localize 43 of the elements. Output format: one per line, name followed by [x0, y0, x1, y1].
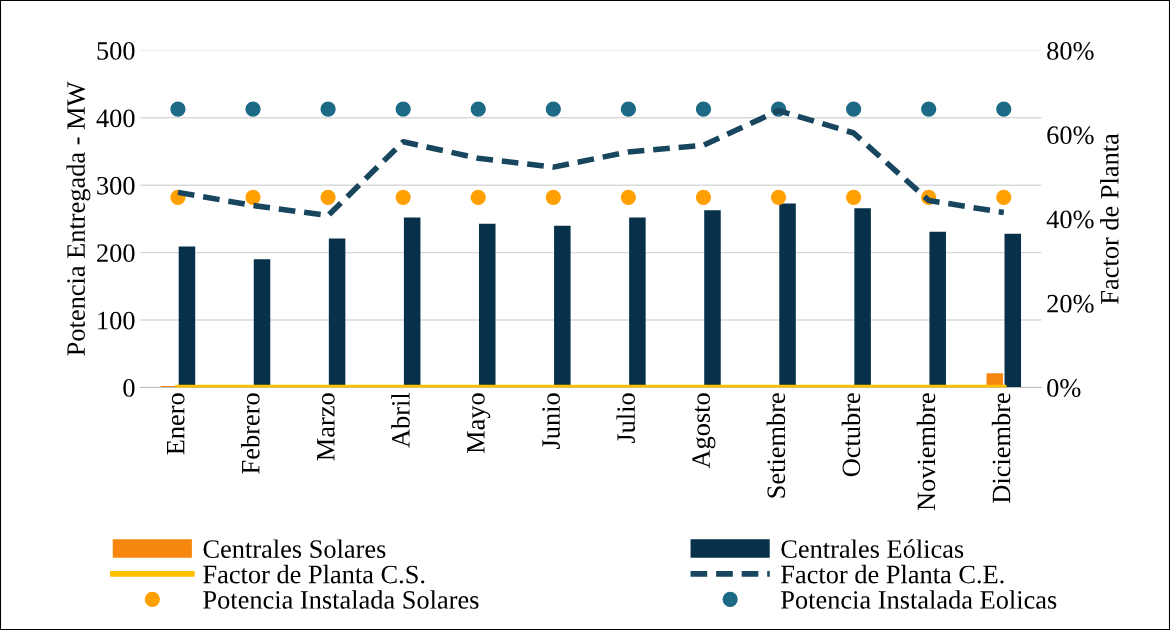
x-tick-label: Enero: [167, 393, 185, 455]
y2-axis-title: Factor de Planta: [1100, 133, 1119, 304]
x-tick-label: Abril: [391, 392, 410, 448]
legend-label: Potencia Instalada Solares: [203, 590, 479, 609]
y-tick-label: 500: [97, 42, 135, 60]
x-tick-label: Junio: [542, 393, 560, 449]
bar: [929, 231, 946, 388]
y-axis-title: Potencia Entregada - MW: [66, 81, 91, 356]
y2-tick-label: 40%: [1046, 210, 1094, 229]
legend-label: Factor de Planta C.S.: [203, 564, 425, 584]
x-tick-label: Setiembre: [766, 393, 786, 498]
bar: [178, 246, 196, 388]
y-tick-label: 100: [98, 311, 135, 330]
bar: [554, 225, 571, 388]
bar: [478, 223, 496, 388]
x-tick-label: Febrero: [241, 393, 260, 474]
bar: [704, 210, 721, 388]
y2-tick-label: 60%: [1047, 126, 1094, 145]
bar: [1004, 233, 1022, 388]
x-tick-label: Diciembre: [991, 393, 1011, 503]
y-tick-label: 0: [123, 379, 135, 397]
y-tick-label: 200: [97, 244, 135, 263]
x-tick-label: Mayo: [467, 393, 491, 454]
y-tick-label: 300: [97, 176, 135, 195]
legend-label: Centrales Solares: [203, 539, 386, 558]
bar: [328, 238, 346, 388]
x-tick-label: Octubre: [841, 393, 861, 477]
legend-label: Centrales Eólicas: [781, 539, 964, 558]
y2-tick-label: 0%: [1047, 379, 1081, 397]
y2-tick-label: 80%: [1047, 42, 1094, 60]
legend-label: Potencia Instalada Eolicas: [781, 590, 1057, 609]
x-tick-label: Marzo: [317, 393, 335, 461]
bar: [403, 217, 421, 388]
x-tick-label: Agosto: [692, 393, 716, 469]
y2-tick-label: 20%: [1047, 294, 1094, 313]
y-tick-label: 400: [96, 109, 135, 128]
x-tick-label: Noviembre: [916, 393, 936, 511]
bar: [779, 203, 796, 388]
legend-label: Factor de Planta C.E.: [781, 564, 1004, 584]
bar: [629, 217, 646, 388]
bar: [253, 259, 271, 388]
x-tick-label: Julio: [616, 393, 635, 444]
bar: [854, 208, 871, 388]
